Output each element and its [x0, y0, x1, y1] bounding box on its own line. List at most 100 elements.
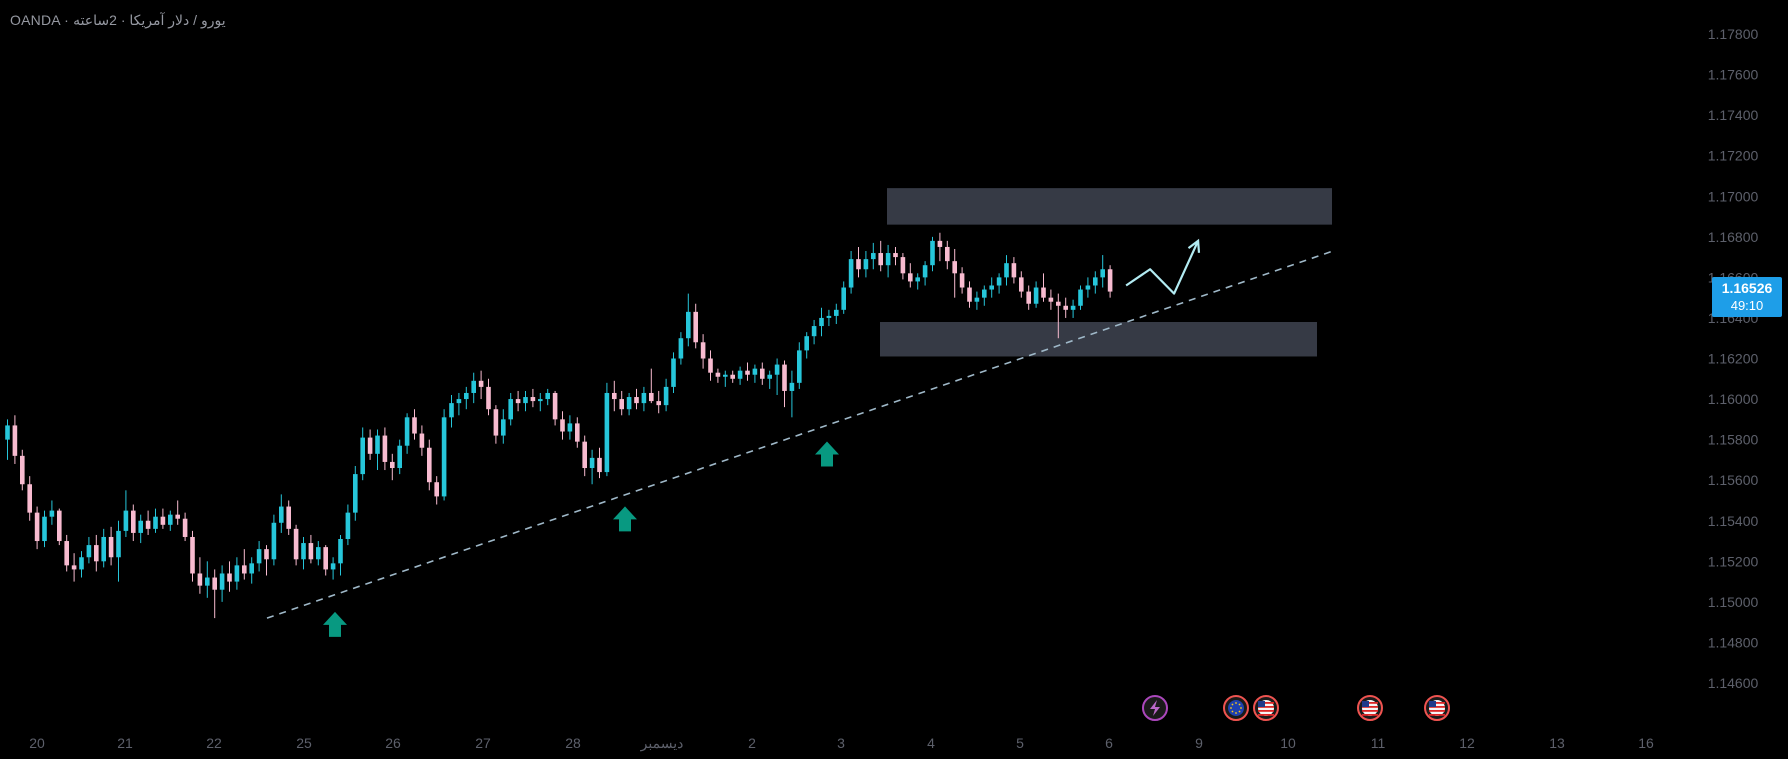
candle-body: [996, 277, 1002, 286]
candle: [94, 534, 99, 572]
candle: [1041, 273, 1046, 302]
price-tick-label: 1.17400: [1708, 107, 1759, 123]
candle: [153, 508, 158, 533]
us-flag-icon[interactable]: [1253, 695, 1279, 721]
support-arrow-icon: [613, 506, 637, 532]
candle: [982, 285, 987, 306]
economic-events[interactable]: [1142, 695, 1450, 721]
candle: [227, 561, 232, 592]
time-tick-label: 27: [475, 735, 491, 751]
candle-body: [730, 374, 735, 379]
candle: [1070, 299, 1076, 318]
time-tick-label: 2: [748, 735, 756, 751]
candle-body: [1070, 305, 1076, 310]
time-tick-label: دیسمبر: [640, 735, 684, 752]
time-axis[interactable]: 20 21 22 25 26 27 28 دیسمبر 2 3 4 5 6 9 10 11 12 13 16: [29, 735, 1654, 752]
candle: [138, 514, 143, 544]
candle: [545, 388, 550, 406]
candle: [989, 277, 994, 298]
candle-body: [256, 549, 262, 564]
candle-body: [515, 399, 521, 404]
candle: [108, 526, 114, 566]
lightning-icon[interactable]: [1142, 695, 1168, 721]
candle: [79, 551, 84, 578]
candle: [478, 370, 484, 400]
candle: [723, 370, 728, 387]
eu-flag-icon[interactable]: [1223, 695, 1249, 721]
candles-layer: [5, 232, 1113, 619]
candle-body: [471, 380, 476, 393]
price-tick-label: 1.14800: [1708, 634, 1759, 650]
candle-body: [182, 518, 188, 537]
candle-body: [819, 317, 824, 327]
time-tick-label: 5: [1016, 735, 1024, 751]
candle: [501, 409, 506, 444]
us-stripe: [1258, 714, 1274, 716]
candle: [249, 557, 254, 584]
candle: [271, 514, 277, 566]
time-tick-label: 25: [296, 735, 312, 751]
candle-body: [145, 520, 151, 529]
symbol-title[interactable]: OANDA · یورو / دلار آمریکا · 2ساعته: [10, 12, 226, 28]
us-stripe: [1362, 702, 1378, 704]
candle: [493, 405, 499, 444]
candle-body: [42, 516, 47, 542]
candle-body: [190, 536, 195, 574]
candle: [1011, 257, 1017, 284]
candle-body: [427, 447, 432, 483]
candle-body: [922, 265, 928, 278]
candle: [1056, 293, 1061, 339]
candle: [634, 388, 639, 410]
candle: [86, 536, 92, 564]
candle: [71, 553, 77, 582]
candle-body: [227, 573, 232, 582]
candle-body: [493, 409, 499, 436]
time-tick-label: 12: [1459, 735, 1475, 751]
candle: [967, 281, 972, 308]
candle-body: [86, 545, 92, 558]
candle: [404, 413, 410, 454]
price-tick-label: 1.14600: [1708, 675, 1759, 691]
candle: [293, 524, 299, 566]
us-flag-icon[interactable]: [1424, 695, 1450, 721]
bolt: [1150, 700, 1160, 716]
candle-body: [441, 417, 447, 497]
candle: [116, 520, 121, 582]
candle-body: [316, 547, 321, 560]
candle-body: [301, 543, 306, 560]
candle: [686, 293, 691, 347]
candle: [952, 248, 957, 298]
us-stripe: [1258, 710, 1274, 712]
candle-body: [116, 530, 121, 558]
candle-body: [64, 541, 69, 566]
candle: [893, 246, 898, 266]
candle: [5, 419, 10, 460]
eu-star: [1231, 710, 1234, 713]
candle-body: [893, 253, 898, 258]
candle: [242, 549, 247, 580]
candle-body: [205, 577, 210, 586]
us-stripe: [1429, 710, 1445, 712]
candle-body: [367, 437, 373, 454]
us-stripe: [1429, 714, 1445, 716]
candle: [353, 465, 358, 521]
candle: [826, 309, 832, 327]
candle-body: [804, 336, 809, 351]
candle: [885, 244, 891, 278]
candle: [382, 427, 388, 471]
candle-body: [871, 253, 876, 260]
candle-body: [1100, 269, 1105, 278]
candle: [589, 449, 595, 485]
candle-body: [848, 259, 854, 288]
us-stripe: [1429, 702, 1445, 704]
candle: [626, 392, 632, 416]
candle-body: [937, 240, 943, 247]
candle: [523, 390, 528, 412]
candle-body: [878, 253, 883, 266]
time-tick-label: 4: [927, 735, 935, 751]
us-flag-icon[interactable]: [1357, 695, 1383, 721]
candle-body: [967, 287, 972, 302]
candle: [996, 273, 1002, 294]
candle-body: [419, 433, 425, 448]
